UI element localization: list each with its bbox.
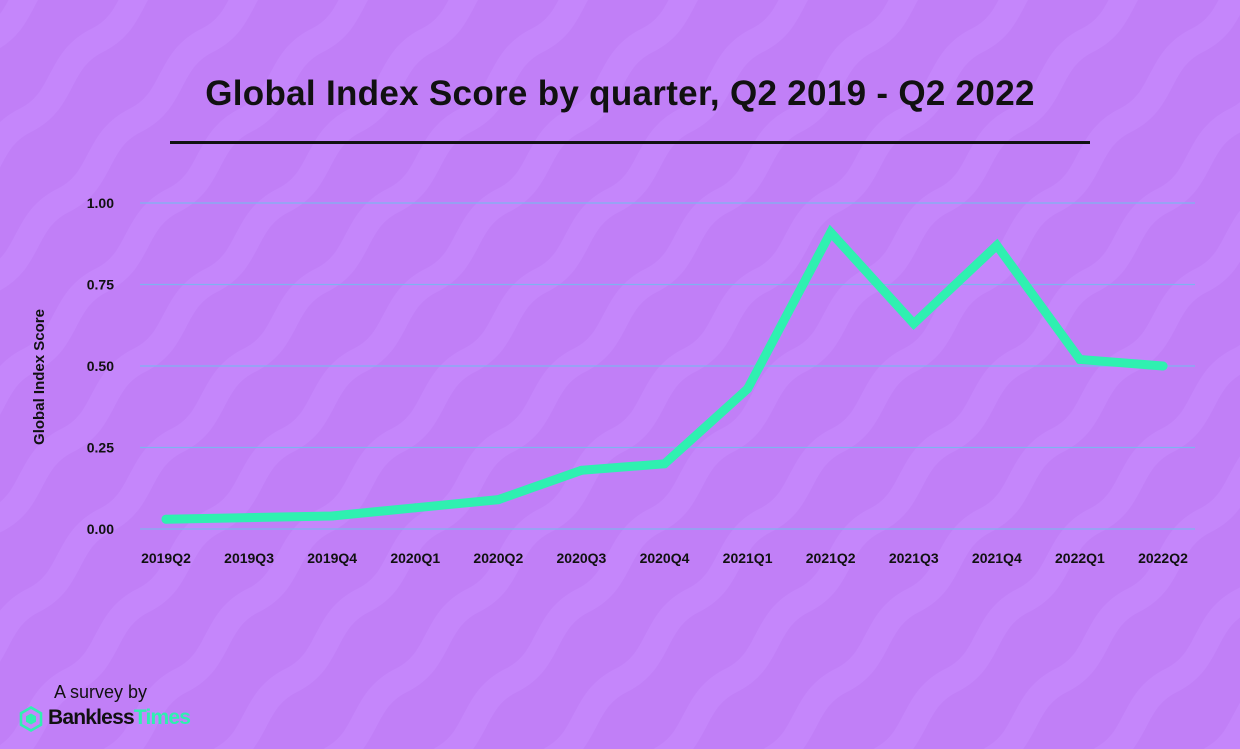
chart-title: Global Index Score by quarter, Q2 2019 -… <box>205 74 1035 113</box>
survey-by-text: A survey by <box>54 682 148 702</box>
data-point <box>826 227 836 237</box>
data-point <box>161 514 171 524</box>
x-tick-label: 2021Q1 <box>723 550 773 566</box>
y-axis-label: Global Index Score <box>31 309 48 445</box>
background-wave <box>433 0 1138 749</box>
background-wave <box>103 0 808 749</box>
y-tick-label: 1.00 <box>87 195 114 211</box>
data-point <box>1158 361 1168 371</box>
data-point <box>743 384 753 394</box>
x-tick-label: 2019Q4 <box>307 550 357 566</box>
data-point <box>244 513 254 523</box>
brand-name-part-2: Times <box>133 706 191 729</box>
background-wave <box>213 0 918 749</box>
gridlines <box>140 202 1195 530</box>
brand-name: BanklessTimes <box>48 706 191 730</box>
background-wave <box>0 0 368 416</box>
y-axis-ticks: 0.00 0.25 0.50 0.75 1.00 <box>87 195 114 537</box>
background-wave <box>653 101 1240 749</box>
background-wave <box>543 0 1240 749</box>
y-tick-label: 0.25 <box>87 440 114 456</box>
footer-credit: A survey by BanklessTimes <box>18 682 238 738</box>
hexagon-logo-icon <box>19 706 43 732</box>
x-tick-label: 2021Q4 <box>972 550 1022 566</box>
series-layer <box>161 224 1168 524</box>
y-tick-label: 0.50 <box>87 358 114 374</box>
x-tick-label: 2022Q2 <box>1138 550 1188 566</box>
x-tick-label: 2021Q2 <box>806 550 856 566</box>
x-tick-label: 2020Q3 <box>557 550 607 566</box>
data-point <box>909 319 919 329</box>
x-tick-label: 2020Q4 <box>640 550 690 566</box>
background-wave <box>1093 587 1240 749</box>
title-underline <box>170 141 1090 144</box>
background-wave <box>0 0 148 168</box>
x-tick-label: 2020Q2 <box>473 550 523 566</box>
background-wave <box>323 0 1028 749</box>
brand-name-part-1: Bankless <box>48 706 135 729</box>
y-tick-label: 0.75 <box>87 277 114 293</box>
background-wave <box>0 0 720 749</box>
x-tick-label: 2022Q1 <box>1055 550 1105 566</box>
x-axis-ticks: 2019Q2 2019Q3 2019Q4 2020Q1 2020Q2 2020Q3 2020… <box>141 550 1188 566</box>
data-point <box>660 459 669 469</box>
background-wave <box>0 0 588 662</box>
x-tick-label: 2021Q3 <box>889 550 939 566</box>
y-tick-label: 0.00 <box>87 521 114 537</box>
background-wave <box>873 344 1240 749</box>
series-line <box>161 224 1168 524</box>
data-point <box>1075 354 1085 364</box>
data-point <box>992 240 1002 250</box>
data-point <box>493 495 503 505</box>
data-point <box>327 511 337 521</box>
x-tick-label: 2019Q2 <box>141 550 191 566</box>
background-wave <box>0 0 258 291</box>
background-wave <box>983 456 1240 749</box>
x-tick-label: 2020Q1 <box>390 550 440 566</box>
background-wave <box>0 0 478 533</box>
x-tick-label: 2019Q3 <box>224 550 274 566</box>
data-point <box>410 503 420 513</box>
data-point <box>576 465 586 475</box>
